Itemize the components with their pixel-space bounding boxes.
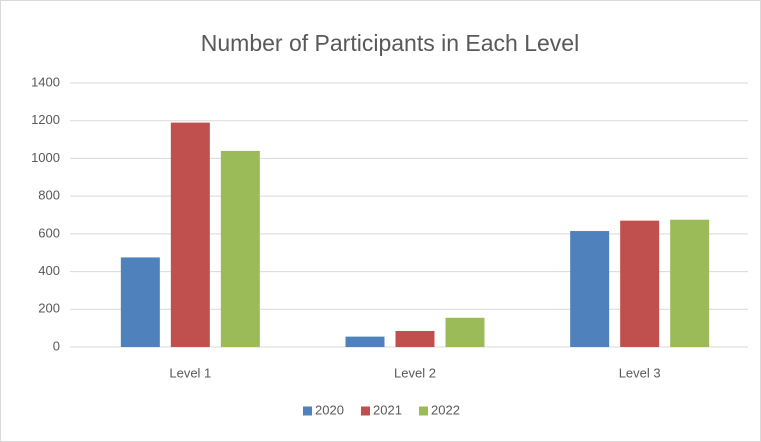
y-tick-label: 800 (38, 188, 60, 203)
bar (220, 150, 260, 347)
bar (445, 317, 485, 347)
y-tick-label: 1400 (31, 74, 60, 89)
bar (120, 257, 160, 347)
x-tick-label: Level 3 (619, 365, 661, 380)
chart-title: Number of Participants in Each Level (201, 30, 579, 56)
bar (345, 336, 385, 347)
y-tick-label: 200 (38, 301, 60, 316)
legend-label: 2020 (315, 402, 344, 417)
y-tick-label: 400 (38, 263, 60, 278)
legend-swatch (361, 406, 370, 416)
legend-label: 2022 (431, 402, 460, 417)
bar (620, 220, 660, 347)
x-tick-label: Level 2 (394, 365, 436, 380)
legend-label: 2021 (373, 402, 402, 417)
y-tick-label: 0 (53, 338, 60, 353)
bar (395, 330, 435, 347)
bar (170, 122, 210, 347)
legend-swatch (419, 406, 428, 416)
bar (570, 231, 610, 347)
y-tick-label: 1200 (31, 112, 60, 127)
y-tick-label: 1000 (31, 150, 60, 165)
y-tick-label: 600 (38, 225, 60, 240)
x-tick-label: Level 1 (169, 365, 211, 380)
legend-swatch (303, 406, 312, 416)
bar (670, 219, 710, 347)
